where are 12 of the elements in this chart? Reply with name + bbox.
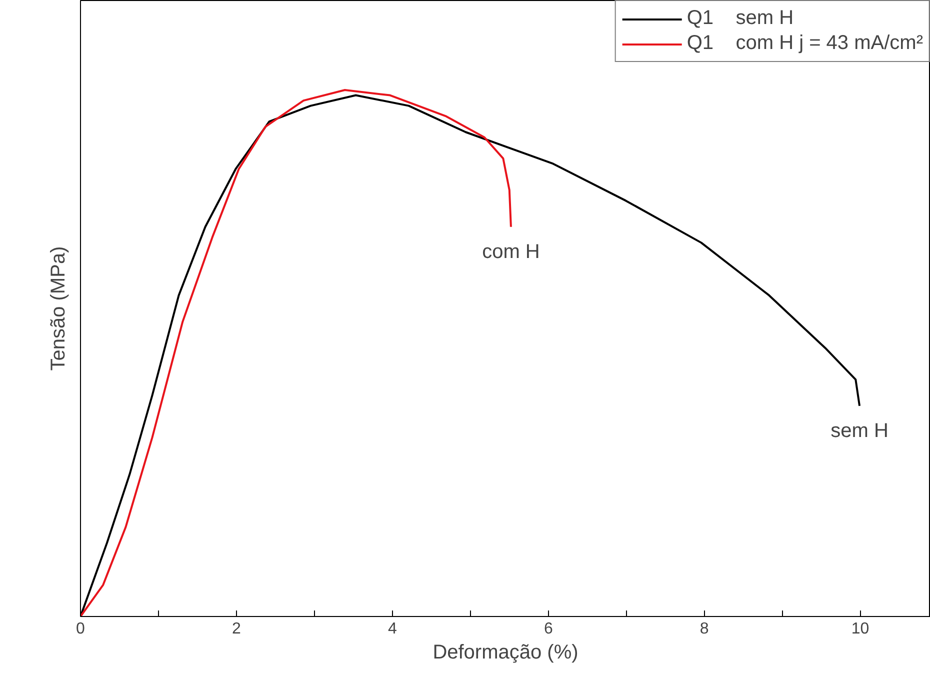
x-tick-label: 0 bbox=[76, 620, 86, 638]
legend-label: Q1 com H j = 43 mA/cm² bbox=[686, 32, 923, 55]
x-tick-label: 6 bbox=[544, 620, 553, 638]
x-tick-label: 8 bbox=[700, 620, 709, 638]
y-axis-title: Tensão (MPa) bbox=[48, 246, 70, 371]
x-tick-label: 4 bbox=[388, 620, 397, 638]
annotation: sem H bbox=[830, 420, 888, 442]
annotation: com H bbox=[482, 240, 540, 263]
legend-label: Q1 sem H bbox=[686, 7, 794, 30]
x-tick-label: 10 bbox=[851, 620, 870, 638]
x-tick-label: 2 bbox=[232, 620, 242, 638]
x-axis-title: Deformação (%) bbox=[432, 642, 578, 664]
